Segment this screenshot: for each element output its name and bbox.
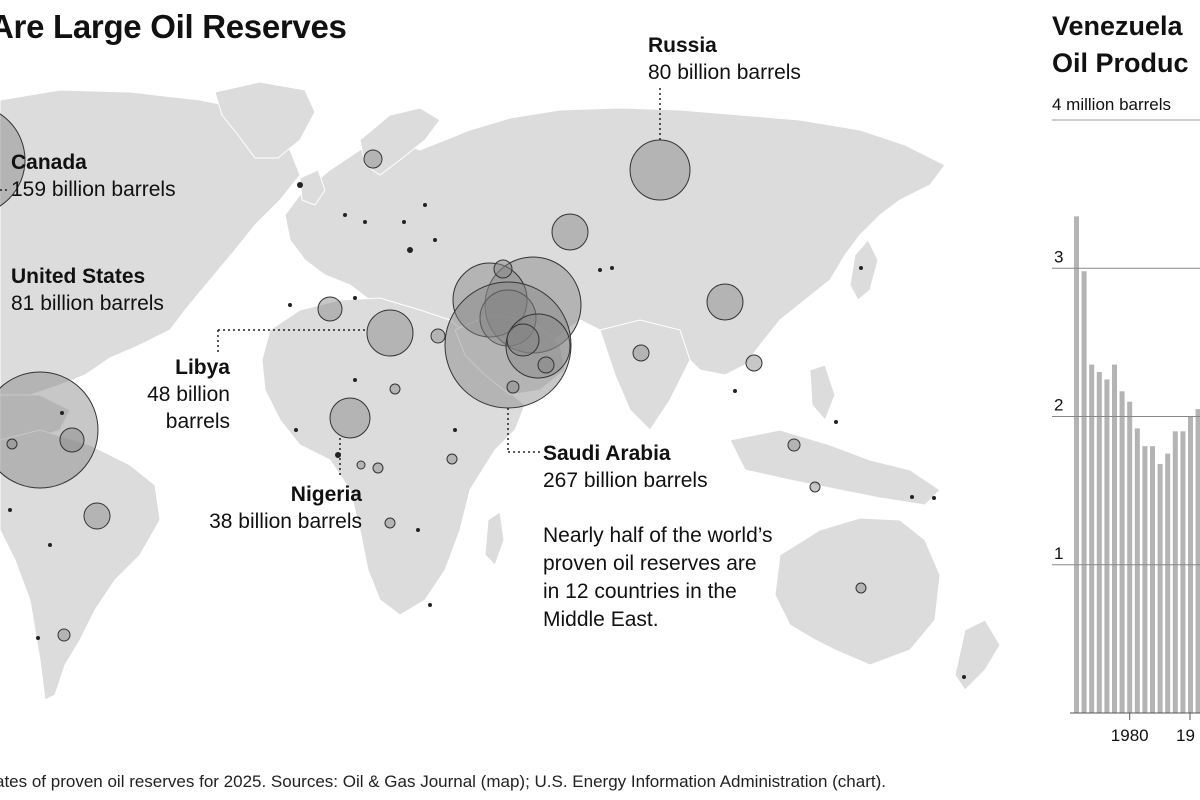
label-nigeria: Nigeria 38 billion barrels: [182, 481, 362, 535]
bar-1989: [1195, 409, 1200, 713]
map-title: Are Large Oil Reserves: [0, 8, 347, 45]
y-tick-label-2: 2: [1054, 396, 1063, 415]
x-tick-label-1980: 1980: [1111, 726, 1149, 745]
chart-title-line1: Venezuela: [1052, 11, 1183, 41]
bubble-china: [706, 283, 744, 321]
bar-1985: [1165, 453, 1171, 713]
bar-1986: [1172, 431, 1178, 713]
bubble-norway: [363, 149, 383, 169]
bubble-iraq: [452, 262, 528, 338]
label-libya-value-line2: barrels: [165, 410, 230, 433]
bar-1984: [1157, 463, 1163, 713]
label-us-name: United States: [11, 265, 146, 288]
india-land: [599, 319, 691, 431]
bubble-yemen: [506, 380, 520, 394]
small-reserve-dots: [8, 182, 966, 679]
label-leader-lines: [0, 88, 661, 478]
bubble-canada: [0, 113, 26, 207]
new-zealand-land: [954, 619, 1001, 691]
label-canada-value: 159 billion barrels: [11, 178, 176, 201]
label-russia-name: Russia: [648, 34, 717, 57]
bar-1976: [1096, 372, 1102, 713]
label-canada: Canada 159 billion barrels: [11, 149, 176, 203]
reserve-bubbles: [0, 113, 867, 642]
bar-1973: [1074, 216, 1079, 714]
bar-1979: [1119, 391, 1125, 713]
bubble-argentina: [57, 628, 71, 642]
africa-land: [261, 297, 526, 616]
bubble-angola: [384, 517, 396, 529]
south-america-land: [0, 429, 161, 701]
british-isles-land: [299, 169, 326, 206]
bar-1975: [1089, 364, 1095, 713]
label-saudi-arabia: Saudi Arabia 267 billion barrels: [543, 440, 708, 494]
bubble-algeria: [317, 296, 343, 322]
madagascar-land: [484, 511, 505, 566]
bubble-chad: [389, 383, 401, 395]
bubble-australia: [855, 582, 867, 594]
southeast-asia-land: [729, 429, 941, 506]
label-saudi-name: Saudi Arabia: [543, 442, 671, 465]
label-libya-value-line1: 48 billion: [147, 383, 230, 406]
bar-1982: [1142, 446, 1148, 713]
bar-1983: [1150, 446, 1155, 713]
label-canada-name: Canada: [11, 151, 87, 174]
bubble-ecuador: [6, 438, 18, 450]
label-libya: Libya 48 billion barrels: [130, 354, 230, 435]
japan-land: [849, 239, 879, 301]
bar-1978: [1112, 364, 1117, 713]
bubble-vietnam: [745, 354, 763, 372]
bubble-russia: [629, 139, 691, 201]
bar-1977: [1104, 379, 1110, 713]
bubble-sudan: [446, 453, 458, 465]
land-masses: [0, 81, 1001, 701]
middle-east-note: Nearly half of the world’s proven oil re…: [543, 524, 773, 631]
arabia-land: [454, 314, 566, 396]
bar-1980: [1127, 401, 1133, 713]
bar-1981: [1134, 428, 1140, 713]
bubble-kazakhstan: [551, 213, 589, 251]
chart-title-line2: Oil Produc: [1052, 48, 1189, 78]
central-america-land: [0, 394, 71, 441]
bubble-caspian: [493, 259, 513, 279]
label-united-states: United States 81 billion barrels: [11, 263, 164, 317]
bubble-congo: [356, 460, 366, 470]
label-nigeria-name: Nigeria: [290, 483, 362, 506]
source-note: ates of proven oil reserves for 2025. So…: [0, 772, 886, 791]
bubble-india: [632, 344, 650, 362]
chart-title: Venezuela Oil Produc: [1052, 8, 1189, 82]
bar-1974: [1081, 271, 1087, 713]
y-tick-label-3: 3: [1054, 247, 1063, 266]
bubble-gabon: [372, 462, 384, 474]
bubble-malaysia: [787, 438, 801, 452]
bar-1987: [1180, 431, 1186, 713]
world-map: [0, 81, 1001, 701]
label-us-value: 81 billion barrels: [11, 292, 164, 315]
label-russia-value: 80 billion barrels: [648, 61, 801, 84]
x-tick-label-partial: 19: [1176, 726, 1195, 745]
north-america-land: [0, 89, 301, 396]
chart-unit-label: 4 million barrels: [1052, 95, 1172, 114]
label-libya-name: Libya: [175, 356, 230, 379]
bubble-indonesia: [809, 481, 821, 493]
philippines-land: [809, 364, 836, 421]
label-saudi-value: 267 billion barrels: [543, 469, 708, 492]
scandinavia-land: [359, 107, 441, 176]
bubble-brazil: [83, 502, 111, 530]
production-bar-chart: 1 2 3 1980 19: [1052, 119, 1200, 745]
bubble-venezuela-small: [59, 427, 85, 453]
bubble-libya: [366, 309, 414, 357]
label-nigeria-value: 38 billion barrels: [209, 510, 362, 533]
bubble-venezuela: [0, 371, 99, 489]
y-tick-label-1: 1: [1054, 544, 1063, 563]
label-russia: Russia 80 billion barrels: [648, 32, 801, 86]
bubble-nigeria: [329, 397, 371, 439]
greenland-land: [214, 81, 316, 159]
bubble-qatar: [506, 323, 540, 357]
bubble-oman: [537, 356, 555, 374]
bubble-egypt: [430, 328, 446, 344]
